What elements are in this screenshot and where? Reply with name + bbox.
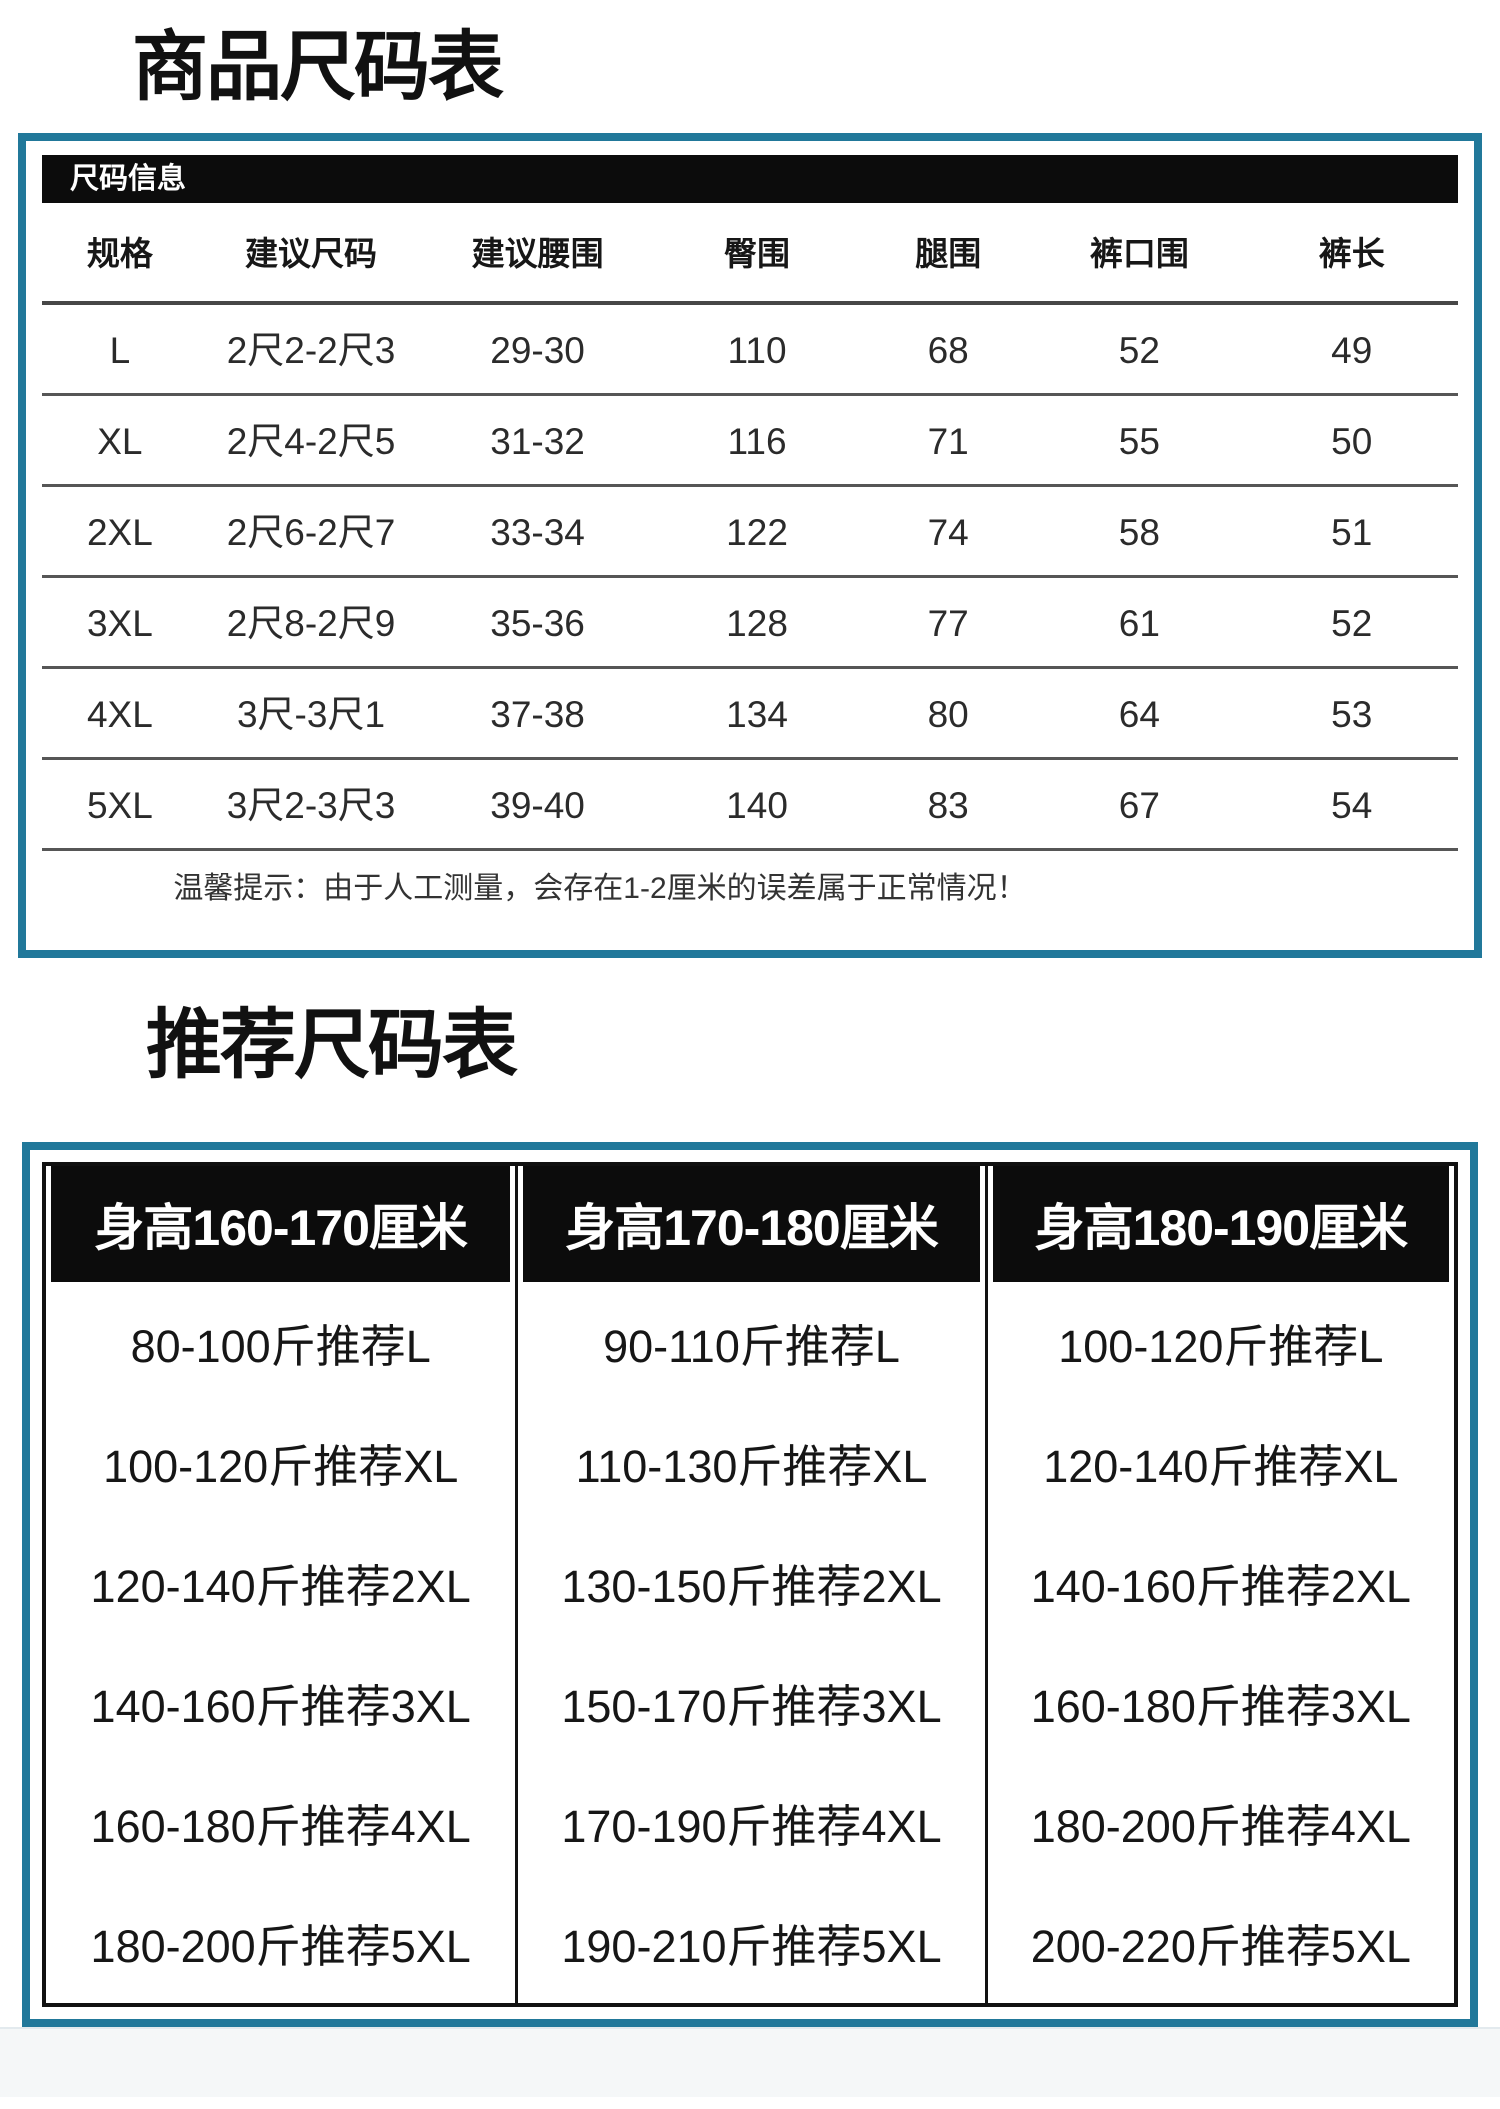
size-cell: 3尺-3尺1: [236, 694, 386, 735]
size-cell: 29-30: [490, 330, 585, 371]
weight-recommendation: 120-140斤推荐XL: [1043, 1440, 1399, 1492]
weight-recommendation: 100-120斤推荐XL: [103, 1440, 459, 1492]
size-cell: 4XL: [86, 694, 153, 735]
size-cell: 122: [726, 512, 788, 553]
size-cell: 74: [927, 512, 969, 553]
size-cell: 80: [927, 694, 969, 735]
height-column-160-170: 身高160-170厘米 80-100斤推荐L 100-120斤推荐XL 120-…: [46, 1166, 515, 2003]
size-cell: 3尺2-3尺3: [226, 785, 396, 826]
size-cell: 52: [1331, 603, 1373, 644]
size-cell: 37-38: [490, 694, 585, 735]
weight-recommendation: 110-130斤推荐XL: [575, 1440, 928, 1492]
recommended-size-grid: 身高160-170厘米 80-100斤推荐L 100-120斤推荐XL 120-…: [42, 1162, 1458, 2007]
size-cell: 77: [927, 603, 969, 644]
weight-recommendation: 160-180斤推荐3XL: [1030, 1681, 1411, 1733]
size-cell: 71: [927, 421, 969, 462]
size-cell: 55: [1118, 421, 1160, 462]
height-column-180-190: 身高180-190厘米 100-120斤推荐L 120-140斤推荐XL 140…: [984, 1166, 1454, 2003]
size-table-row-3XL: 3XL 2尺8-2尺9 35-36 128 77 61 52: [42, 578, 1458, 669]
weight-recommendation: 120-140斤推荐2XL: [90, 1560, 471, 1612]
col-header-suggested-size: 建议尺码: [245, 235, 378, 272]
size-cell: XL: [97, 421, 143, 462]
size-cell: 64: [1118, 694, 1160, 735]
size-cell: 2尺4-2尺5: [226, 421, 396, 462]
size-table-row-5XL: 5XL 3尺2-3尺3 39-40 140 83 67 54: [42, 760, 1458, 851]
col-header-pants-length: 裤长: [1318, 235, 1385, 272]
weight-recommendation: 200-220斤推荐5XL: [1030, 1921, 1411, 1973]
size-cell: 5XL: [86, 785, 153, 826]
weight-recommendation: 140-160斤推荐2XL: [1030, 1560, 1411, 1612]
size-cell: 116: [727, 421, 787, 462]
recommended-size-table-panel: 身高160-170厘米 80-100斤推荐L 100-120斤推荐XL 120-…: [22, 1142, 1478, 2027]
size-info-bar-label: 尺码信息: [70, 163, 187, 195]
bottom-strip: [0, 2027, 1500, 2097]
product-size-table-panel: 尺码信息 规格 建议尺码 建议腰围 臀围 腿围 裤口围 裤长 L 2尺2-2尺3…: [18, 133, 1482, 958]
size-table-row-2XL: 2XL 2尺6-2尺7 33-34 122 74 58 51: [42, 487, 1458, 578]
size-cell: 52: [1118, 330, 1160, 371]
product-size-chart-title: 商品尺码表: [132, 25, 504, 110]
size-cell: 2尺6-2尺7: [226, 512, 396, 553]
measurement-note: 温馨提示：由于人工测量，会存在1-2厘米的误差属于正常情况！: [42, 851, 1458, 927]
size-cell: 134: [726, 694, 788, 735]
height-column-170-180: 身高170-180厘米 90-110斤推荐L 110-130斤推荐XL 130-…: [515, 1166, 984, 2003]
weight-recommendation: 130-150斤推荐2XL: [561, 1560, 942, 1612]
size-cell: 68: [927, 330, 969, 371]
size-cell: 39-40: [490, 785, 585, 826]
weight-recommendation: 100-120斤推荐L: [1058, 1320, 1384, 1372]
col-header-suggested-waist: 建议腰围: [471, 235, 604, 272]
size-cell: 83: [927, 785, 969, 826]
col-header-hip: 臀围: [724, 235, 791, 272]
height-range-header: 身高160-170厘米: [51, 1166, 511, 1282]
col-header-thigh: 腿围: [915, 235, 982, 272]
size-cell: 53: [1331, 694, 1373, 735]
size-table-row-XL: XL 2尺4-2尺5 31-32 116 71 55 50: [42, 396, 1458, 487]
size-table-row-L: L 2尺2-2尺3 29-30 110 68 52 49: [42, 305, 1458, 396]
size-cell: 140: [726, 785, 788, 826]
weight-recommendation: 140-160斤推荐3XL: [90, 1681, 471, 1733]
col-header-leg-opening: 裤口围: [1089, 235, 1189, 272]
size-cell: 54: [1331, 785, 1373, 826]
weight-recommendation: 160-180斤推荐4XL: [90, 1801, 471, 1853]
size-cell: 67: [1118, 785, 1160, 826]
height-range-header: 身高180-190厘米: [992, 1166, 1449, 1282]
weight-recommendation: 180-200斤推荐5XL: [90, 1921, 471, 1973]
weight-recommendation: 90-110斤推荐L: [603, 1320, 900, 1372]
size-cell: L: [109, 330, 131, 371]
size-cell: 58: [1118, 512, 1160, 553]
measurement-note-text: 温馨提示：由于人工测量，会存在1-2厘米的误差属于正常情况！: [173, 872, 1027, 905]
size-cell: 2尺2-2尺3: [226, 330, 396, 371]
weight-recommendation: 150-170斤推荐3XL: [561, 1681, 942, 1733]
size-info-bar: 尺码信息: [42, 155, 1458, 203]
size-cell: 3XL: [86, 603, 153, 644]
size-table-row-4XL: 4XL 3尺-3尺1 37-38 134 80 64 53: [42, 669, 1458, 760]
size-cell: 33-34: [490, 512, 585, 553]
size-cell: 35-36: [490, 603, 585, 644]
size-cell: 31-32: [490, 421, 585, 462]
size-cell: 110: [727, 330, 787, 371]
size-cell: 49: [1331, 330, 1373, 371]
col-header-spec: 规格: [86, 235, 153, 272]
weight-recommendation: 80-100斤推荐L: [130, 1320, 431, 1372]
size-cell: 2XL: [86, 512, 153, 553]
size-cell: 50: [1331, 421, 1373, 462]
weight-recommendation: 190-210斤推荐5XL: [561, 1921, 942, 1973]
size-cell: 128: [726, 603, 788, 644]
size-cell: 2尺8-2尺9: [226, 603, 396, 644]
height-range-header: 身高170-180厘米: [523, 1166, 980, 1282]
weight-recommendation: 180-200斤推荐4XL: [1030, 1801, 1411, 1853]
size-cell: 61: [1118, 603, 1160, 644]
recommended-size-chart-title: 推荐尺码表: [146, 1003, 518, 1088]
size-cell: 51: [1331, 512, 1373, 553]
weight-recommendation: 170-190斤推荐4XL: [561, 1801, 942, 1853]
size-table-header-row: 规格 建议尺码 建议腰围 臀围 腿围 裤口围 裤长: [42, 203, 1458, 305]
